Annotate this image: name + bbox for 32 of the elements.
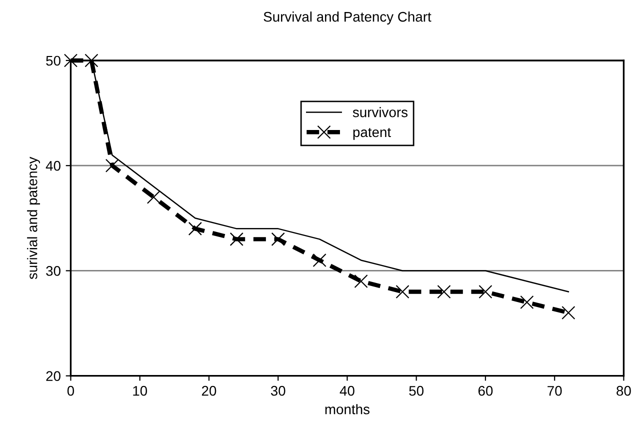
y-tick-label: 50 bbox=[46, 56, 60, 66]
point bbox=[188, 222, 202, 236]
legend-label: survivors bbox=[352, 107, 408, 118]
point bbox=[230, 232, 244, 246]
y-axis-title: surivial and patency bbox=[27, 156, 40, 280]
point bbox=[562, 306, 576, 320]
point bbox=[520, 295, 534, 310]
x-tick-label: 40 bbox=[340, 386, 354, 396]
x-tick-label: 10 bbox=[133, 386, 148, 396]
point bbox=[64, 54, 78, 68]
x-tick-label: 60 bbox=[478, 386, 493, 396]
point bbox=[105, 158, 120, 172]
point bbox=[478, 284, 492, 299]
x-tick-label: 0 bbox=[67, 386, 74, 396]
point bbox=[396, 284, 410, 299]
point bbox=[312, 253, 326, 268]
chart-title: Survival and Patency Chart bbox=[264, 12, 432, 24]
x-tick-label: 30 bbox=[270, 386, 286, 396]
x-tick-label: 50 bbox=[409, 386, 424, 396]
x-axis-title: months bbox=[325, 404, 370, 414]
point bbox=[354, 274, 368, 288]
x-tick-label: 20 bbox=[202, 386, 216, 396]
point bbox=[437, 284, 451, 299]
point bbox=[84, 54, 98, 68]
x-tick-label: 70 bbox=[548, 386, 562, 396]
point bbox=[146, 190, 160, 204]
y-tick-label: 40 bbox=[46, 160, 60, 171]
y-tick-label: 20 bbox=[46, 371, 60, 382]
y-tick-label: 30 bbox=[46, 266, 60, 276]
legend-label: patent bbox=[353, 128, 391, 140]
point bbox=[271, 232, 285, 246]
x-tick-label: 80 bbox=[616, 386, 631, 396]
